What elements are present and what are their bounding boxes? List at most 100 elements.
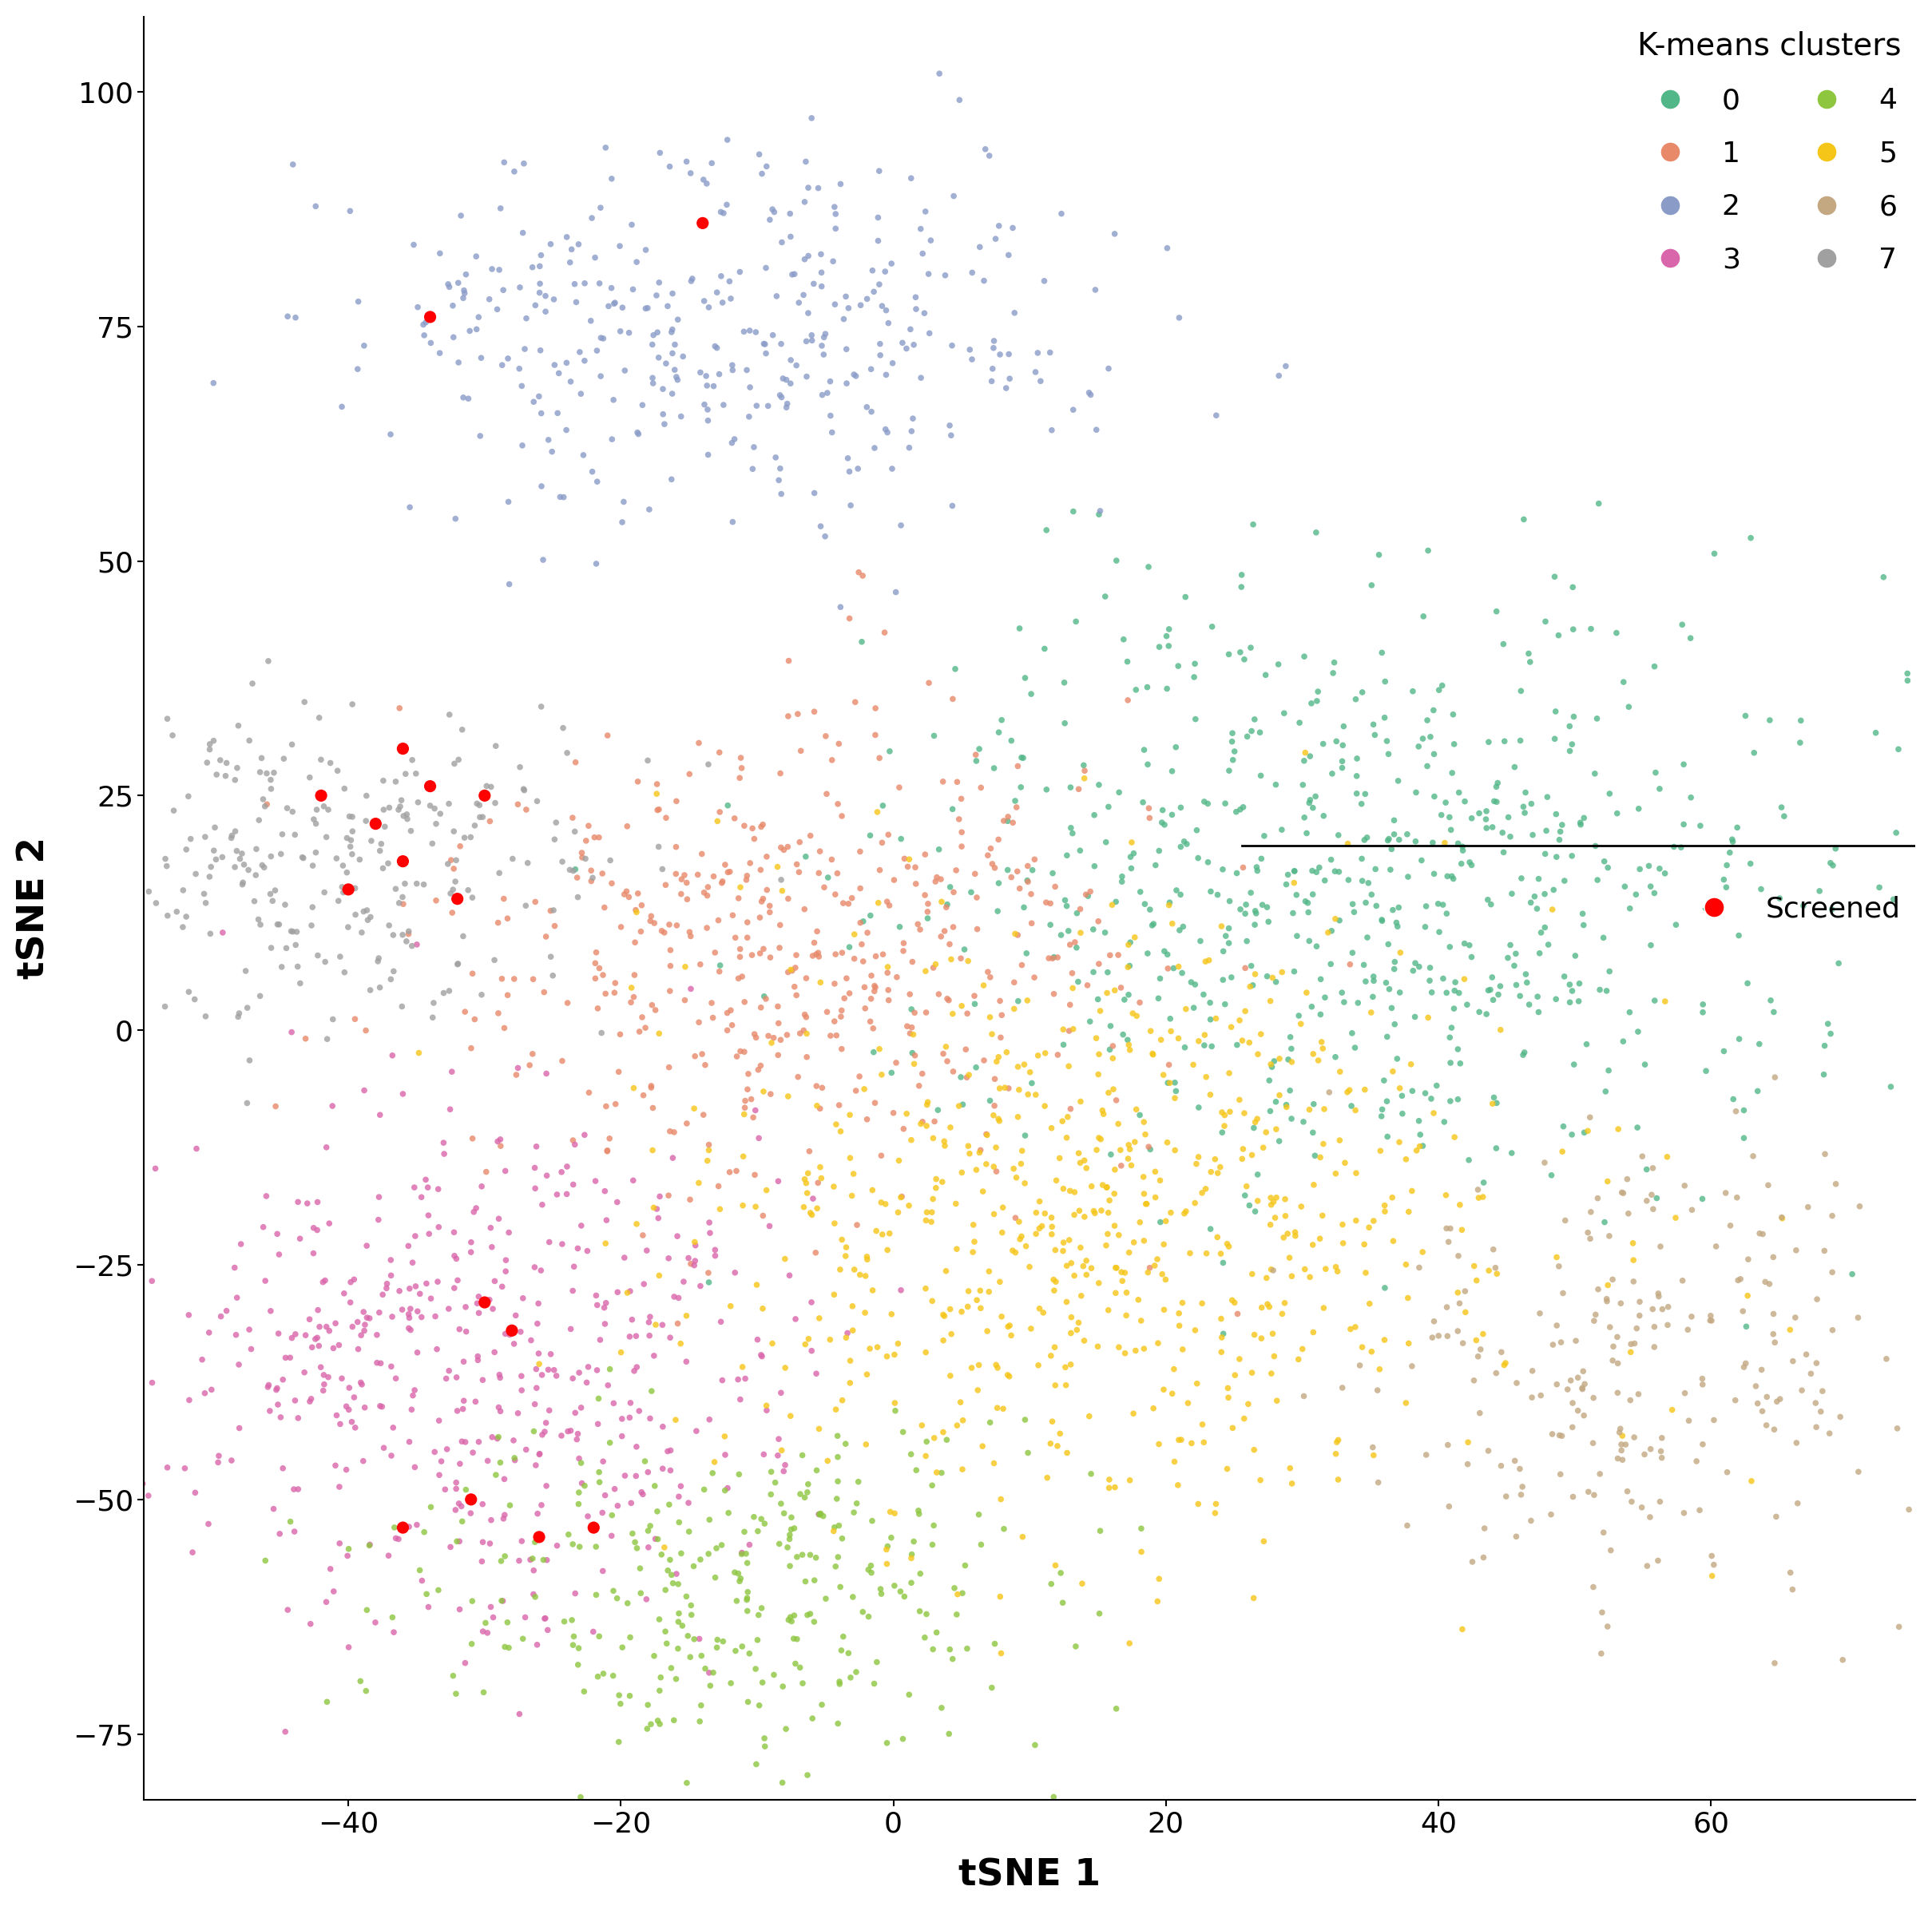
Point xyxy=(205,1301,236,1331)
Point xyxy=(1412,535,1443,565)
Point xyxy=(1642,1278,1673,1308)
Point xyxy=(1575,1198,1605,1228)
Point xyxy=(1376,835,1406,865)
Point xyxy=(1165,831,1196,861)
Point xyxy=(1372,1087,1403,1117)
Point xyxy=(688,877,719,907)
Point xyxy=(1262,1114,1293,1144)
Point xyxy=(825,1572,856,1602)
Point xyxy=(597,1499,628,1530)
Point xyxy=(439,749,469,779)
Point xyxy=(1524,1299,1555,1329)
Point xyxy=(1379,953,1410,984)
Point xyxy=(993,854,1024,884)
Point xyxy=(1557,615,1588,646)
Point xyxy=(1252,961,1283,991)
Point xyxy=(1631,1154,1662,1184)
Point xyxy=(779,972,810,1003)
Point xyxy=(1893,1494,1924,1524)
Point xyxy=(1434,802,1464,833)
Point xyxy=(804,172,835,202)
Point xyxy=(1387,1081,1418,1112)
Point xyxy=(763,1039,794,1070)
Point xyxy=(361,1348,392,1379)
Point xyxy=(659,1706,690,1736)
Point xyxy=(993,1360,1024,1390)
Point xyxy=(249,791,280,821)
Point xyxy=(1310,982,1341,1012)
Point xyxy=(829,984,860,1014)
Point xyxy=(1028,1297,1059,1327)
Point xyxy=(491,1318,522,1348)
Point xyxy=(1080,1024,1111,1054)
Point xyxy=(1532,930,1563,961)
Point xyxy=(332,1534,363,1564)
Point xyxy=(1370,1272,1401,1303)
Point xyxy=(806,271,837,302)
Point xyxy=(497,844,527,875)
Point xyxy=(1150,1205,1180,1236)
Point xyxy=(717,350,748,380)
Point xyxy=(556,1604,587,1635)
Point xyxy=(1549,865,1580,896)
Point xyxy=(620,926,651,957)
Point xyxy=(1117,827,1148,858)
Point xyxy=(251,789,282,819)
Point xyxy=(560,816,591,846)
Point xyxy=(1065,894,1095,924)
Point xyxy=(1592,1285,1623,1316)
Point xyxy=(1358,1432,1389,1463)
Point xyxy=(1037,978,1068,1008)
Point xyxy=(1047,1029,1078,1060)
Point xyxy=(526,691,556,722)
Point xyxy=(765,380,796,411)
Point xyxy=(1567,898,1598,928)
Point xyxy=(1074,378,1105,409)
Point xyxy=(810,873,840,903)
Point xyxy=(1488,837,1519,867)
Point xyxy=(966,772,997,802)
Point xyxy=(674,921,705,951)
Point xyxy=(66,1127,97,1157)
Point xyxy=(775,1261,806,1291)
Point xyxy=(643,1180,674,1211)
Point xyxy=(578,1616,609,1646)
Point xyxy=(485,193,516,223)
Point xyxy=(580,947,611,978)
Point xyxy=(363,945,394,976)
Point xyxy=(951,1062,981,1093)
Point xyxy=(1084,770,1115,800)
Point xyxy=(964,1276,995,1306)
Point xyxy=(1370,1190,1401,1220)
Point xyxy=(879,1396,910,1427)
Point xyxy=(1492,944,1522,974)
Point xyxy=(371,1268,402,1299)
Point xyxy=(1636,1293,1667,1324)
Point xyxy=(852,917,883,947)
Point xyxy=(910,1337,941,1368)
Point xyxy=(116,873,147,903)
Point xyxy=(1549,1205,1580,1236)
Point xyxy=(1457,942,1488,972)
Point xyxy=(1416,978,1447,1008)
Point xyxy=(1687,989,1718,1020)
Point xyxy=(842,558,873,588)
Point xyxy=(995,363,1026,393)
Point xyxy=(790,1167,821,1198)
Point xyxy=(1569,802,1600,833)
Point xyxy=(1007,1522,1037,1553)
Point xyxy=(1509,798,1540,829)
Point xyxy=(1092,1219,1122,1249)
Point xyxy=(319,1576,350,1606)
Point xyxy=(686,1270,717,1301)
Point xyxy=(873,308,904,338)
Point xyxy=(667,1538,697,1568)
Point xyxy=(1320,1041,1350,1072)
Point xyxy=(1092,1230,1122,1261)
Point xyxy=(867,827,898,858)
Point xyxy=(844,837,875,867)
Point xyxy=(931,984,962,1014)
Point xyxy=(234,1314,265,1345)
Point xyxy=(410,308,440,338)
Point xyxy=(724,1566,755,1597)
